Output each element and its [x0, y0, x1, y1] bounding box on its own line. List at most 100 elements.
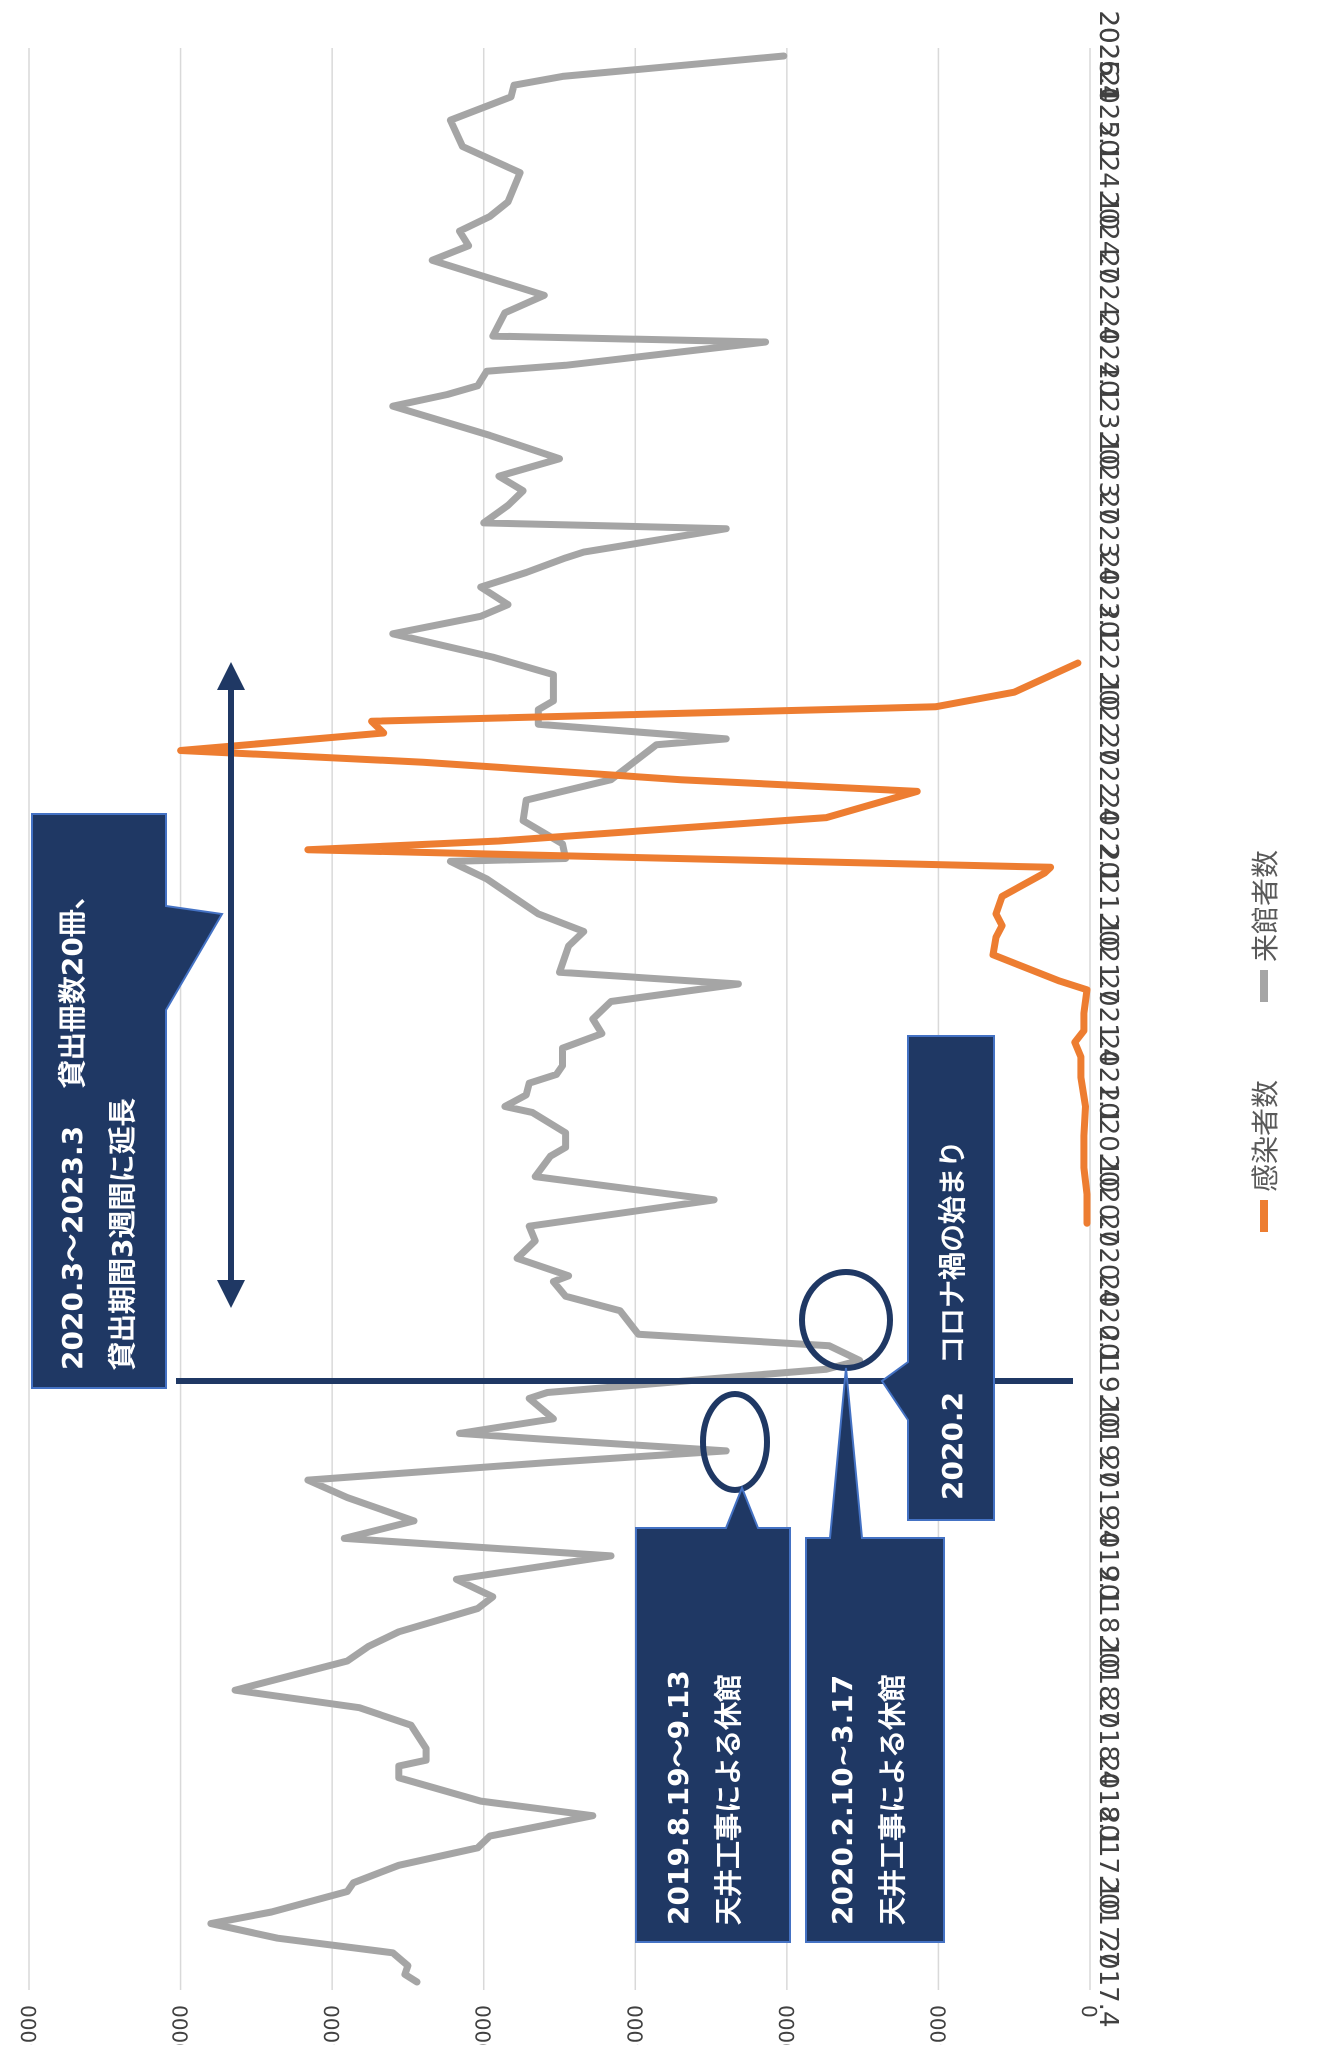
time-tick-label: 2022.10	[1093, 604, 1123, 712]
time-tick-2020.7: 2020.7	[1093, 1154, 1123, 1245]
time-tick-label: 2017.4	[1093, 1937, 1123, 2028]
time-tick-label: 2023.1	[1093, 552, 1123, 643]
value-tick-label: 30000	[169, 2005, 193, 2045]
time-tick-top: 2026.1	[1093, 11, 1123, 102]
time-tick-2023.4: 2023.4	[1093, 492, 1123, 583]
time-tick-label: 2023.4	[1093, 492, 1123, 583]
time-tick-2021.7: 2021.7	[1093, 913, 1123, 1004]
time-tick-label: 2017.7	[1093, 1876, 1123, 1967]
time-tick-label: 2021.7	[1093, 913, 1123, 1004]
value-tick-label: 35000	[17, 2005, 41, 2045]
time-tick-2022.4: 2022.4	[1093, 733, 1123, 824]
closure1-circle	[700, 1391, 770, 1493]
extension-callout-line2: 貸出期間3週間に延長	[106, 1098, 139, 1370]
value-tick-label: 0	[1078, 2005, 1102, 2018]
legend-label-visitors: 来館者数	[1249, 850, 1282, 962]
extension-callout-line1: 2020.3～2023.3 貸出冊数20冊、	[56, 881, 89, 1370]
closure1-callout-box	[635, 1485, 791, 1943]
time-tick-label: 2024.1	[1093, 311, 1123, 402]
closure2-callout: 2020.2.10~3.17 天井工事による休館	[799, 1269, 945, 1943]
time-tick-2024.1: 2024.1	[1093, 311, 1123, 402]
time-tick-label: 2026.1	[1093, 11, 1123, 102]
value-tick-label: 15000	[623, 2005, 647, 2045]
time-tick-2018.1: 2018.1	[1093, 1756, 1123, 1847]
value-tick-label: 25000	[320, 2005, 344, 2045]
time-tick-label: 2021.4	[1093, 974, 1123, 1065]
value-tick-label: 20000	[472, 2005, 496, 2045]
time-tick-label: 2023.10	[1093, 363, 1123, 471]
closure1-callout-line1: 2019.8.19～9.13	[662, 1670, 695, 1925]
extension-callout: 2020.3～2023.3 貸出冊数20冊、 貸出期間3週間に延長	[31, 813, 224, 1389]
extension-period-arrow	[217, 662, 245, 1308]
time-tick-2019.10: 2019.10	[1093, 1326, 1123, 1434]
time-tick-label: 2022.1	[1093, 793, 1123, 884]
ytick-30000: 30000	[169, 2005, 193, 2045]
covid-start-callout-box	[880, 1035, 995, 1521]
closure1-callout: 2019.8.19～9.13 天井工事による休館	[635, 1391, 791, 1943]
gridlines	[28, 48, 1091, 1990]
time-axis-tick-labels: 2017.42017.72017.102018.12018.42018.7201…	[1093, 11, 1123, 2028]
series-line-infections	[177, 659, 1091, 1227]
time-tick-2018.4: 2018.4	[1093, 1696, 1123, 1787]
value-tick-label: 5000	[926, 2005, 950, 2045]
time-tick-2025.4: 2025.4	[1093, 11, 1123, 102]
time-tick-label: 2019.1	[1093, 1515, 1123, 1606]
ytick-5000: 5000	[926, 2005, 950, 2045]
ytick-0: 0	[1078, 2005, 1102, 2018]
time-tick-label: 2024.4	[1093, 251, 1123, 342]
time-tick-2023.10: 2023.10	[1093, 363, 1123, 471]
covid-start-callout: 2020.2 コロナ禍の始まり	[880, 1035, 995, 1521]
ytick-35000: 35000	[17, 2005, 41, 2045]
extension-callout-box	[31, 813, 224, 1389]
time-tick-2023.1: 2023.1	[1093, 552, 1123, 643]
covid-start-callout-text: 2020.2 コロナ禍の始まり	[936, 1140, 969, 1500]
time-tick-2021.4: 2021.4	[1093, 974, 1123, 1065]
time-tick-2020.1: 2020.1	[1093, 1274, 1123, 1365]
time-tick-label: 2019.4	[1093, 1455, 1123, 1546]
series-layer	[177, 52, 1091, 1986]
ytick-20000: 20000	[472, 2005, 496, 2045]
time-tick-2022.7: 2022.7	[1093, 673, 1123, 764]
annotations: 2020.3～2023.3 貸出冊数20冊、 貸出期間3週間に延長 2020.2…	[31, 662, 1073, 1943]
time-tick-label: 2021.1	[1093, 1034, 1123, 1125]
time-tick-2021.1: 2021.1	[1093, 1034, 1123, 1125]
time-tick-2017.4: 2017.4	[1093, 1937, 1123, 2028]
time-tick-2018.10: 2018.10	[1093, 1567, 1123, 1675]
legend: 感染者数 来館者数	[1249, 850, 1282, 1232]
closure1-callout-line2: 天井工事による休館	[712, 1674, 745, 1925]
ytick-10000: 10000	[775, 2005, 799, 2045]
time-tick-label: 2017.10	[1093, 1808, 1123, 1916]
legend-label-infections: 感染者数	[1249, 1080, 1282, 1192]
time-tick-2024.10: 2024.10	[1093, 123, 1123, 231]
time-tick-label: 2020.4	[1093, 1214, 1123, 1305]
time-tick-2020.10: 2020.10	[1093, 1086, 1123, 1194]
time-tick-2024.4: 2024.4	[1093, 251, 1123, 342]
series-line-visitors	[207, 52, 864, 1986]
time-tick-label: 2022.7	[1093, 673, 1123, 764]
time-tick-2025.1: 2025.1	[1093, 71, 1123, 162]
ytick-15000: 15000	[623, 2005, 647, 2045]
time-tick-label: 2023.7	[1093, 432, 1123, 523]
time-tick-label: 2019.10	[1093, 1326, 1123, 1434]
time-tick-label: 2022.4	[1093, 733, 1123, 824]
time-tick-label: 2025.4	[1093, 11, 1123, 102]
time-tick-label: 2021.10	[1093, 845, 1123, 953]
time-tick-label: 2025.1	[1093, 71, 1123, 162]
closure2-callout-box	[805, 1367, 945, 1943]
time-tick-2018.7: 2018.7	[1093, 1636, 1123, 1727]
time-tick-label: 2019.7	[1093, 1395, 1123, 1486]
time-tick-label: 2018.10	[1093, 1567, 1123, 1675]
time-tick-label: 2020.10	[1093, 1086, 1123, 1194]
time-tick-2021.10: 2021.10	[1093, 845, 1123, 953]
time-tick-label: 2018.7	[1093, 1636, 1123, 1727]
time-tick-2017.10: 2017.10	[1093, 1808, 1123, 1916]
time-tick-2019.4: 2019.4	[1093, 1455, 1123, 1546]
ytick-25000: 25000	[320, 2005, 344, 2045]
extension-arrow-head-top	[217, 662, 245, 690]
time-tick-2017.7: 2017.7	[1093, 1876, 1123, 1967]
time-tick-2022.10: 2022.10	[1093, 604, 1123, 712]
time-tick-2022.1: 2022.1	[1093, 793, 1123, 884]
time-tick-label: 2020.1	[1093, 1274, 1123, 1365]
time-tick-2019.1: 2019.1	[1093, 1515, 1123, 1606]
